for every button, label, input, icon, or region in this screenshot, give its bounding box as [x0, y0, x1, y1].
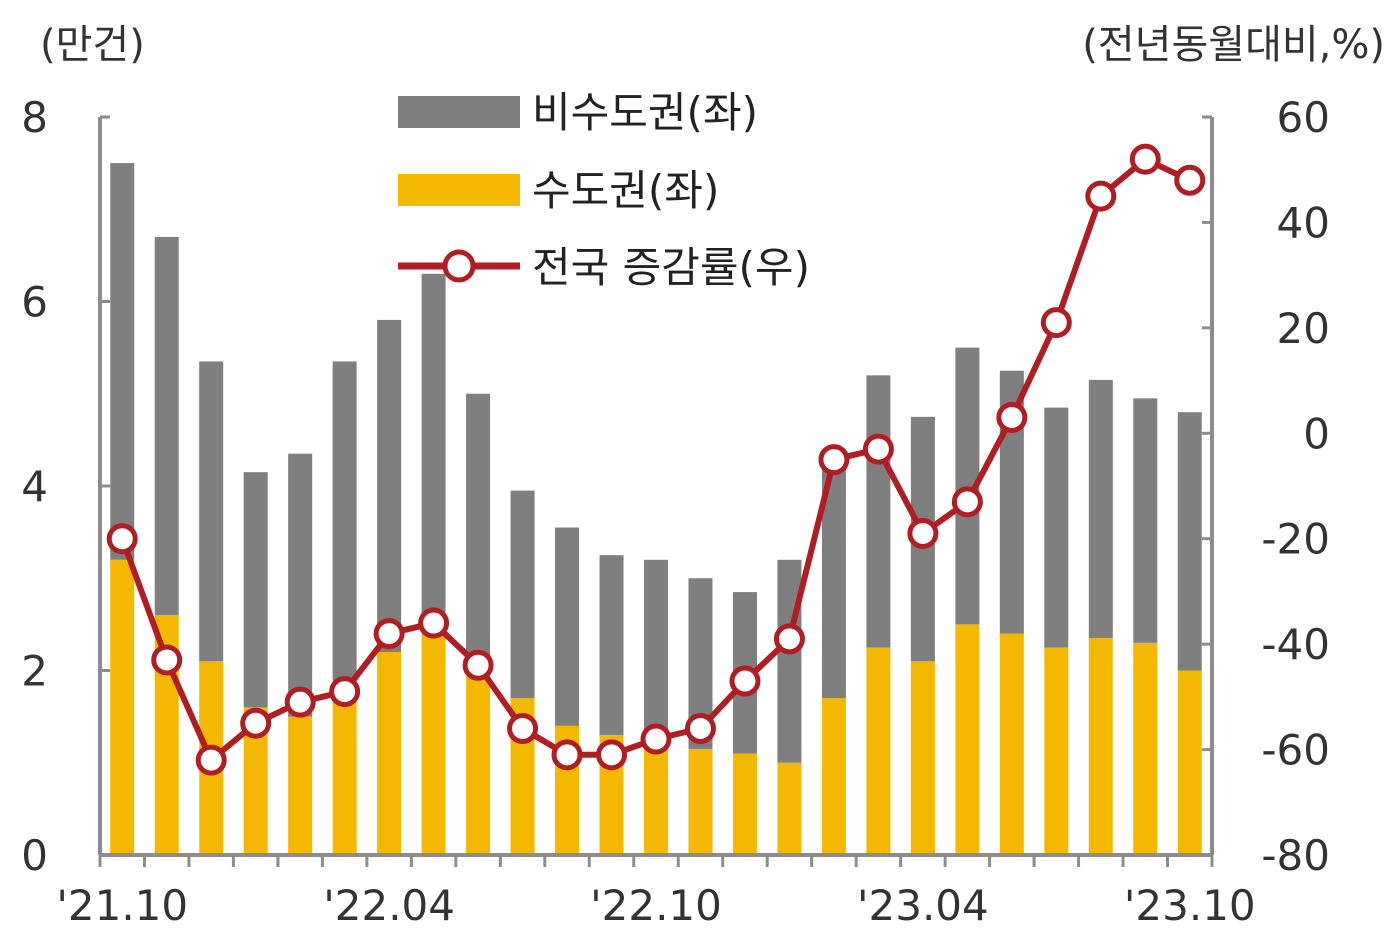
bar-capital [999, 633, 1024, 855]
national-change-point [1085, 180, 1117, 212]
national-change-point [907, 517, 939, 549]
bar-non-capital [821, 467, 846, 699]
national-change-point [951, 486, 983, 518]
national-change-point [1174, 164, 1206, 196]
bar-non-capital [199, 361, 224, 662]
national-change-point [818, 444, 850, 476]
bars-layer [110, 163, 1202, 855]
right-axis-tick-label: -20 [1261, 515, 1330, 564]
left-axis-unit-label: (만건) [40, 22, 145, 68]
right-axis-tick-label: 0 [1303, 409, 1330, 458]
legend-label-capital: 수도권(좌) [532, 166, 719, 215]
right-axis-tick-label: -60 [1261, 726, 1330, 775]
bar-non-capital [599, 555, 624, 736]
bar-non-capital [866, 375, 891, 648]
right-axis-tick-label: 20 [1277, 304, 1330, 353]
national-change-point [1040, 307, 1072, 339]
legend-marker-national [442, 249, 476, 283]
national-change-point [284, 686, 316, 718]
right-axis-tick-label: -80 [1261, 831, 1330, 880]
x-axis-tick-label: '21.10 [56, 881, 188, 930]
bar-non-capital [154, 236, 179, 616]
line-layer [106, 143, 1206, 776]
bar-capital [955, 624, 980, 855]
national-change-point [195, 744, 227, 776]
bar-capital [421, 633, 446, 855]
left-axis-tick-label: 0 [21, 831, 48, 880]
bar-capital [1177, 670, 1202, 855]
x-axis-tick-label: '22.04 [323, 881, 455, 930]
bar-non-capital [777, 559, 802, 763]
bar-non-capital [421, 273, 446, 634]
bar-non-capital [1088, 379, 1113, 639]
bar-capital [821, 698, 846, 855]
left-axis-tick-label: 6 [21, 278, 48, 327]
legend-swatch-capital [398, 174, 520, 206]
bar-capital [732, 753, 757, 855]
right-axis-unit-label: (전년동월대비,%) [1082, 22, 1385, 68]
right-axis-tick-label: -40 [1261, 620, 1330, 669]
right-axis-tick-label: 40 [1277, 198, 1330, 247]
left-axis-tick-label: 2 [21, 647, 48, 696]
bar-capital [110, 559, 135, 855]
legend-label-national: 전국 증감률(우) [532, 243, 810, 292]
bar-capital [777, 762, 802, 855]
x-axis-tick-label: '22.10 [590, 881, 722, 930]
national-change-point [418, 607, 450, 639]
bar-capital [1133, 642, 1158, 855]
bar-non-capital [466, 393, 491, 671]
national-change-point [996, 401, 1028, 433]
bar-capital [288, 716, 313, 855]
national-change-point [596, 739, 628, 771]
bar-capital [866, 647, 891, 855]
national-change-point [462, 649, 494, 681]
x-axis-tick-label: '23.04 [857, 881, 989, 930]
bar-non-capital [377, 319, 402, 653]
bar-non-capital [1133, 398, 1158, 643]
national-change-point [1129, 143, 1161, 175]
bar-capital [644, 744, 668, 855]
bar-capital [910, 661, 935, 855]
bar-non-capital [110, 163, 135, 560]
bar-capital [466, 670, 491, 855]
national-change-point [329, 676, 361, 708]
national-change-point [507, 712, 539, 744]
bar-capital [332, 698, 357, 855]
bar-capital [377, 652, 402, 855]
right-axis-tick-label: 60 [1277, 93, 1330, 142]
bar-capital [1088, 638, 1113, 855]
x-axis-tick-label: '23.10 [1124, 881, 1256, 930]
legend: 비수도권(좌) 수도권(좌) 전국 증감률(우) [398, 88, 810, 292]
bar-non-capital [243, 472, 268, 708]
bar-non-capital [555, 527, 580, 726]
left-axis-tick-label: 4 [21, 462, 48, 511]
national-change-point [684, 712, 716, 744]
left-axis-tick-label: 8 [21, 93, 48, 142]
national-change-point [106, 523, 138, 555]
national-change-point [773, 623, 805, 655]
legend-label-non-capital: 비수도권(좌) [532, 88, 758, 137]
national-change-point [151, 644, 183, 676]
national-change-point [240, 707, 272, 739]
bar-non-capital [1044, 407, 1069, 648]
national-change-point [551, 739, 583, 771]
national-change-point [373, 618, 405, 650]
bar-non-capital [644, 559, 668, 745]
bar-capital [1044, 647, 1069, 855]
national-change-point [862, 433, 894, 465]
legend-swatch-non-capital [398, 96, 520, 128]
national-change-point [640, 723, 672, 755]
bar-non-capital [1177, 412, 1202, 671]
bar-non-capital [288, 453, 313, 717]
bar-non-capital [332, 361, 357, 699]
bar-non-capital [510, 490, 535, 699]
ticks-layer: 0 2 4 6 8 -80 -60 -40 -20 0 20 40 60 '21.10 '22.04 '22.… [21, 93, 1330, 930]
bar-capital [688, 748, 713, 855]
national-change-point [729, 665, 761, 697]
